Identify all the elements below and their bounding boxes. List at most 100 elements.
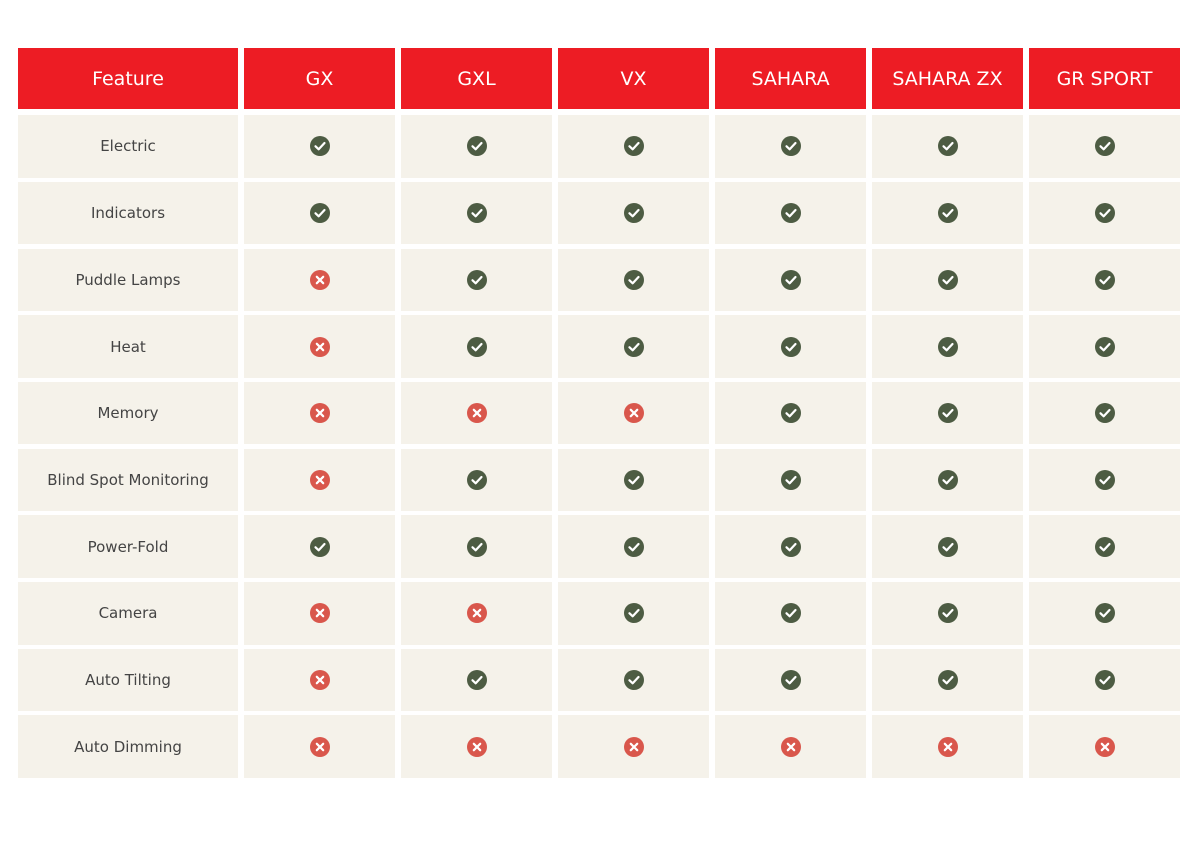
value-cell [872,582,1023,645]
cross-icon [309,736,330,757]
column-header: GX [244,48,395,109]
value-cell [401,315,552,378]
value-cell [401,648,552,712]
value-cell [558,515,709,578]
value-cell [715,381,866,445]
check-icon [937,669,958,690]
value-cell [244,715,395,778]
feature-label: Electric [18,115,238,178]
value-cell [1029,315,1180,378]
check-icon [466,536,487,557]
check-icon [937,269,958,290]
cross-icon [309,603,330,624]
check-icon [309,136,330,157]
value-cell [872,181,1023,245]
cross-icon [937,736,958,757]
check-icon [780,403,801,424]
check-icon [623,536,644,557]
value-cell [244,115,395,178]
column-header: GR SPORT [1029,48,1180,109]
check-icon [1094,669,1115,690]
cross-icon [623,403,644,424]
value-cell [558,448,709,512]
cross-icon [309,669,330,690]
value-cell [401,582,552,645]
check-icon [780,603,801,624]
check-icon [623,669,644,690]
column-header: VX [558,48,709,109]
cross-icon [780,736,801,757]
value-cell [1029,715,1180,778]
check-icon [466,336,487,357]
value-cell [244,448,395,512]
check-icon [780,336,801,357]
feature-label: Camera [18,582,238,645]
value-cell [244,248,395,312]
check-icon [466,203,487,224]
check-icon [1094,469,1115,490]
feature-label: Auto Dimming [18,715,238,778]
cross-icon [623,736,644,757]
value-cell [872,315,1023,378]
value-cell [872,448,1023,512]
value-cell [872,648,1023,712]
value-cell [715,248,866,312]
check-icon [466,269,487,290]
feature-label: Power-Fold [18,515,238,578]
check-icon [780,669,801,690]
column-header: SAHARA ZX [872,48,1023,109]
value-cell [715,715,866,778]
value-cell [558,715,709,778]
feature-label: Heat [18,315,238,378]
check-icon [1094,536,1115,557]
value-cell [872,115,1023,178]
cross-icon [466,403,487,424]
check-icon [937,336,958,357]
comparison-table: Feature GX GXL VX SAHARA SAHARA ZX GR SPORT Ele… [18,48,1180,778]
value-cell [558,181,709,245]
check-icon [780,536,801,557]
value-cell [715,115,866,178]
value-cell [244,181,395,245]
value-cell [558,381,709,445]
check-icon [780,269,801,290]
value-cell [244,648,395,712]
check-icon [623,603,644,624]
value-cell [872,381,1023,445]
value-cell [401,248,552,312]
value-cell [872,715,1023,778]
check-icon [466,669,487,690]
column-header: GXL [401,48,552,109]
value-cell [558,315,709,378]
value-cell [1029,582,1180,645]
value-cell [715,181,866,245]
column-header: Feature [18,48,238,109]
value-cell [401,181,552,245]
value-cell [1029,448,1180,512]
feature-label: Auto Tilting [18,648,238,712]
value-cell [872,248,1023,312]
value-cell [244,582,395,645]
check-icon [937,469,958,490]
value-cell [401,448,552,512]
feature-label: Memory [18,381,238,445]
value-cell [715,448,866,512]
check-icon [780,469,801,490]
check-icon [780,203,801,224]
check-icon [1094,336,1115,357]
cross-icon [309,269,330,290]
value-cell [401,381,552,445]
check-icon [309,203,330,224]
check-icon [1094,136,1115,157]
value-cell [558,115,709,178]
check-icon [466,136,487,157]
check-icon [1094,403,1115,424]
value-cell [1029,648,1180,712]
cross-icon [309,403,330,424]
value-cell [872,515,1023,578]
value-cell [1029,181,1180,245]
check-icon [623,336,644,357]
value-cell [401,715,552,778]
value-cell [558,582,709,645]
check-icon [1094,603,1115,624]
